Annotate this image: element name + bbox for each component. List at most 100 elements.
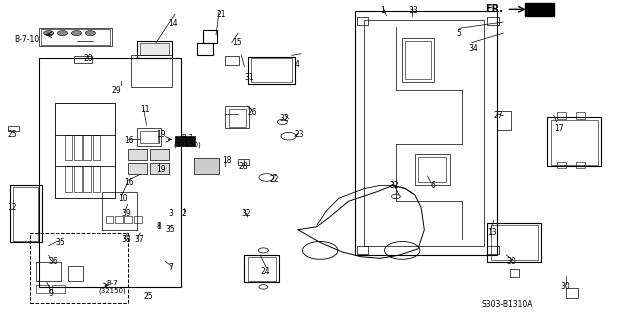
- Circle shape: [58, 31, 68, 36]
- Text: 18: 18: [223, 156, 232, 164]
- Text: 38: 38: [121, 235, 131, 244]
- Bar: [13, 187, 38, 241]
- Text: 5: 5: [456, 28, 461, 38]
- Bar: [418, 157, 446, 182]
- Text: 35: 35: [165, 225, 175, 234]
- Bar: [10, 185, 42, 243]
- Bar: [137, 41, 172, 59]
- Bar: [74, 56, 92, 63]
- Bar: [84, 135, 91, 160]
- Bar: [55, 135, 115, 166]
- Text: 1: 1: [380, 6, 385, 15]
- Bar: [566, 288, 578, 298]
- Text: B-7
(32150): B-7 (32150): [174, 134, 202, 148]
- Bar: [93, 166, 101, 192]
- Text: 37: 37: [134, 235, 144, 244]
- Bar: [547, 117, 601, 166]
- Text: FR.: FR.: [485, 4, 503, 14]
- Circle shape: [44, 31, 54, 36]
- Text: 7: 7: [169, 263, 174, 272]
- Bar: [245, 255, 279, 282]
- Bar: [229, 109, 246, 127]
- Bar: [84, 166, 91, 192]
- Bar: [150, 149, 169, 160]
- Text: 25: 25: [8, 130, 17, 139]
- Bar: [357, 246, 368, 253]
- Text: 36: 36: [49, 257, 58, 266]
- Bar: [140, 132, 158, 142]
- Bar: [557, 112, 566, 119]
- Bar: [134, 215, 141, 223]
- Bar: [68, 266, 84, 281]
- Text: 2: 2: [181, 209, 186, 219]
- Text: 25: 25: [143, 292, 153, 301]
- Bar: [247, 257, 276, 281]
- Bar: [357, 17, 368, 25]
- Bar: [526, 3, 553, 16]
- Text: 4: 4: [295, 60, 300, 69]
- Text: 35: 35: [55, 238, 65, 247]
- Text: 27: 27: [494, 111, 503, 120]
- Bar: [115, 215, 122, 223]
- Text: 26: 26: [247, 108, 257, 117]
- Bar: [497, 111, 511, 130]
- Bar: [39, 59, 181, 287]
- Bar: [226, 56, 240, 65]
- Bar: [488, 223, 541, 261]
- Bar: [576, 162, 585, 168]
- Text: 23: 23: [295, 130, 304, 139]
- Bar: [137, 128, 161, 146]
- Bar: [52, 285, 65, 293]
- Text: 32: 32: [389, 181, 399, 190]
- Bar: [550, 120, 598, 165]
- Text: 20: 20: [84, 54, 93, 63]
- Text: 33: 33: [408, 6, 418, 15]
- Text: B-7-10: B-7-10: [14, 35, 39, 44]
- Bar: [55, 166, 115, 198]
- Text: S303-B1310A: S303-B1310A: [481, 300, 533, 309]
- Bar: [93, 135, 101, 160]
- Bar: [102, 192, 137, 230]
- Bar: [175, 136, 195, 146]
- Bar: [355, 11, 497, 255]
- Bar: [194, 158, 219, 174]
- Text: 9: 9: [49, 289, 54, 298]
- Bar: [127, 149, 146, 160]
- Bar: [488, 246, 499, 253]
- Text: B-7
(32150): B-7 (32150): [98, 280, 126, 294]
- Bar: [124, 215, 132, 223]
- Bar: [65, 135, 72, 160]
- Text: 31: 31: [245, 73, 254, 82]
- Bar: [39, 28, 112, 46]
- Bar: [238, 159, 249, 165]
- Text: 28: 28: [238, 162, 248, 171]
- Text: 16: 16: [124, 178, 134, 187]
- Bar: [74, 135, 82, 160]
- Bar: [488, 17, 499, 25]
- Bar: [127, 163, 146, 174]
- Text: 10: 10: [118, 194, 128, 203]
- Bar: [491, 225, 538, 260]
- Bar: [131, 55, 172, 87]
- Bar: [402, 38, 434, 82]
- Bar: [74, 166, 82, 192]
- Bar: [150, 163, 169, 174]
- Bar: [65, 166, 72, 192]
- Circle shape: [86, 31, 96, 36]
- Text: 19: 19: [156, 165, 165, 174]
- Text: 11: 11: [140, 105, 150, 114]
- Bar: [105, 215, 113, 223]
- Bar: [250, 59, 292, 82]
- Text: 21: 21: [216, 10, 226, 19]
- Text: 3: 3: [169, 209, 174, 219]
- Bar: [8, 126, 19, 132]
- Bar: [510, 269, 519, 277]
- Text: 24: 24: [260, 267, 270, 276]
- Text: 15: 15: [232, 38, 242, 47]
- Text: 19: 19: [156, 130, 165, 139]
- Text: 29: 29: [112, 86, 122, 95]
- Text: 12: 12: [8, 203, 17, 212]
- Text: 14: 14: [169, 19, 178, 28]
- Text: 8: 8: [156, 222, 161, 231]
- Bar: [41, 29, 110, 45]
